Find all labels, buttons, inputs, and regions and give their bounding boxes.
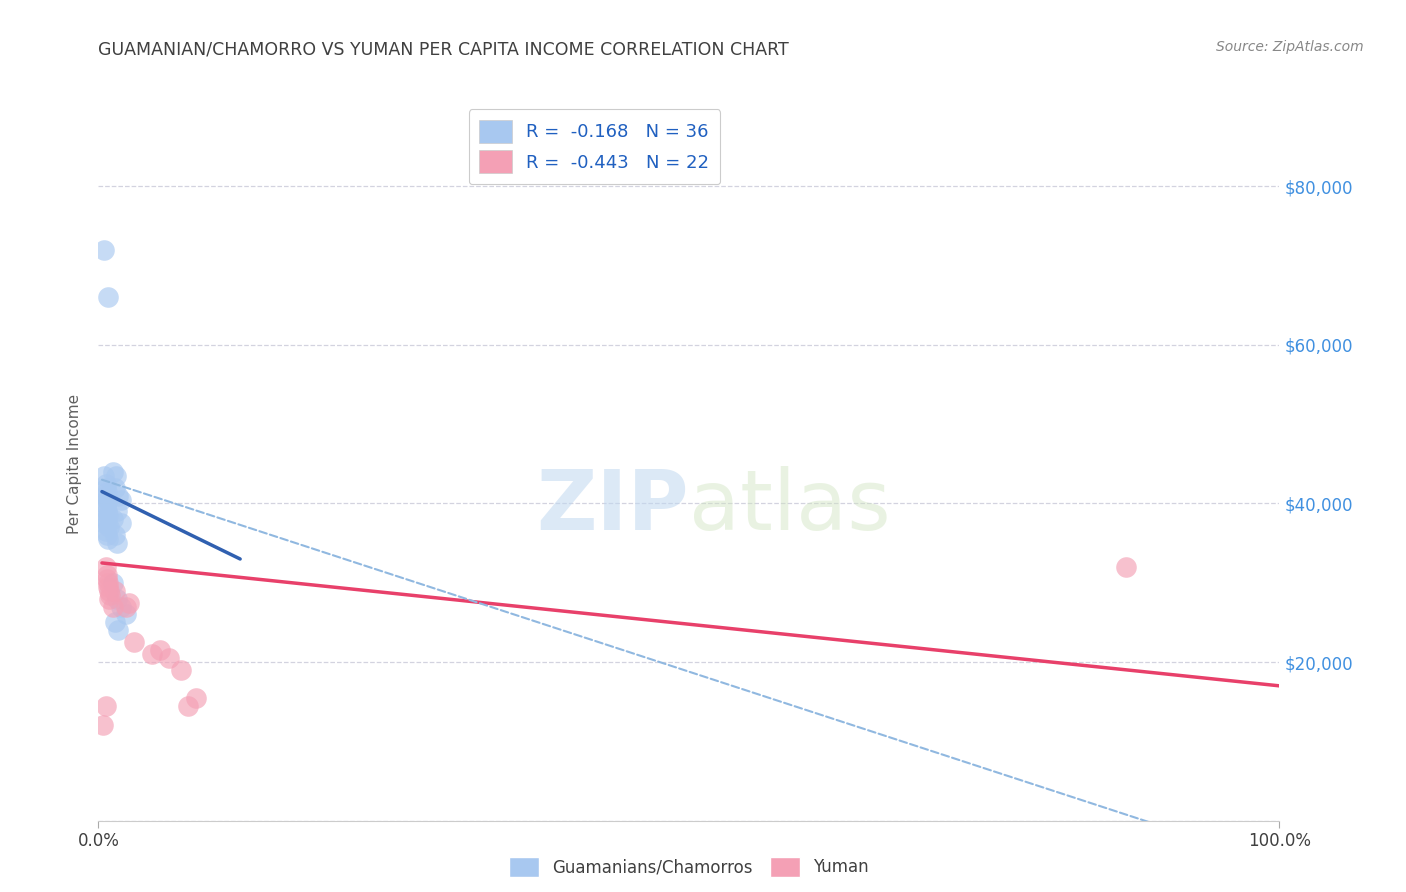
- Point: [186, 690, 208, 705]
- Point: [94, 524, 117, 539]
- Point: [104, 583, 127, 598]
- Point: [94, 512, 117, 526]
- Point: [101, 512, 124, 526]
- Point: [110, 599, 132, 614]
- Point: [97, 532, 120, 546]
- Point: [94, 698, 117, 713]
- Point: [104, 615, 127, 630]
- Point: [96, 516, 118, 531]
- Point: [97, 492, 120, 507]
- Point: [157, 651, 180, 665]
- Text: GUAMANIAN/CHAMORRO VS YUMAN PER CAPITA INCOME CORRELATION CHART: GUAMANIAN/CHAMORRO VS YUMAN PER CAPITA I…: [98, 40, 789, 58]
- Point: [122, 635, 145, 649]
- Point: [94, 560, 117, 574]
- Point: [110, 516, 132, 531]
- Point: [96, 484, 118, 499]
- Point: [105, 504, 128, 518]
- Legend: Guamanians/Chamorros, Yuman: Guamanians/Chamorros, Yuman: [502, 850, 876, 884]
- Text: Source: ZipAtlas.com: Source: ZipAtlas.com: [1216, 40, 1364, 54]
- Point: [114, 607, 136, 622]
- Point: [97, 508, 120, 523]
- Point: [93, 468, 115, 483]
- Point: [96, 504, 118, 518]
- Point: [96, 567, 118, 582]
- Point: [1115, 560, 1137, 574]
- Point: [105, 536, 128, 550]
- Point: [114, 599, 136, 614]
- Point: [101, 465, 124, 479]
- Point: [177, 698, 200, 713]
- Point: [105, 468, 128, 483]
- Point: [170, 663, 193, 677]
- Point: [101, 575, 124, 590]
- Y-axis label: Per Capita Income: Per Capita Income: [67, 393, 83, 534]
- Point: [104, 481, 127, 495]
- Point: [101, 599, 124, 614]
- Point: [93, 243, 115, 257]
- Point: [97, 290, 120, 304]
- Point: [93, 516, 115, 531]
- Point: [98, 591, 121, 606]
- Point: [94, 476, 117, 491]
- Point: [96, 528, 118, 542]
- Point: [96, 572, 118, 586]
- Point: [98, 583, 121, 598]
- Point: [97, 580, 120, 594]
- Point: [118, 596, 141, 610]
- Point: [96, 492, 118, 507]
- Point: [94, 500, 117, 515]
- Text: atlas: atlas: [689, 467, 890, 547]
- Point: [94, 489, 117, 503]
- Text: ZIP: ZIP: [537, 467, 689, 547]
- Point: [149, 643, 172, 657]
- Point: [141, 647, 163, 661]
- Point: [91, 718, 114, 732]
- Point: [107, 489, 129, 503]
- Point: [98, 588, 121, 602]
- Point: [107, 624, 129, 638]
- Point: [98, 520, 121, 534]
- Point: [93, 496, 115, 510]
- Point: [110, 492, 132, 507]
- Point: [97, 575, 120, 590]
- Point: [104, 528, 127, 542]
- Point: [105, 591, 128, 606]
- Point: [94, 481, 117, 495]
